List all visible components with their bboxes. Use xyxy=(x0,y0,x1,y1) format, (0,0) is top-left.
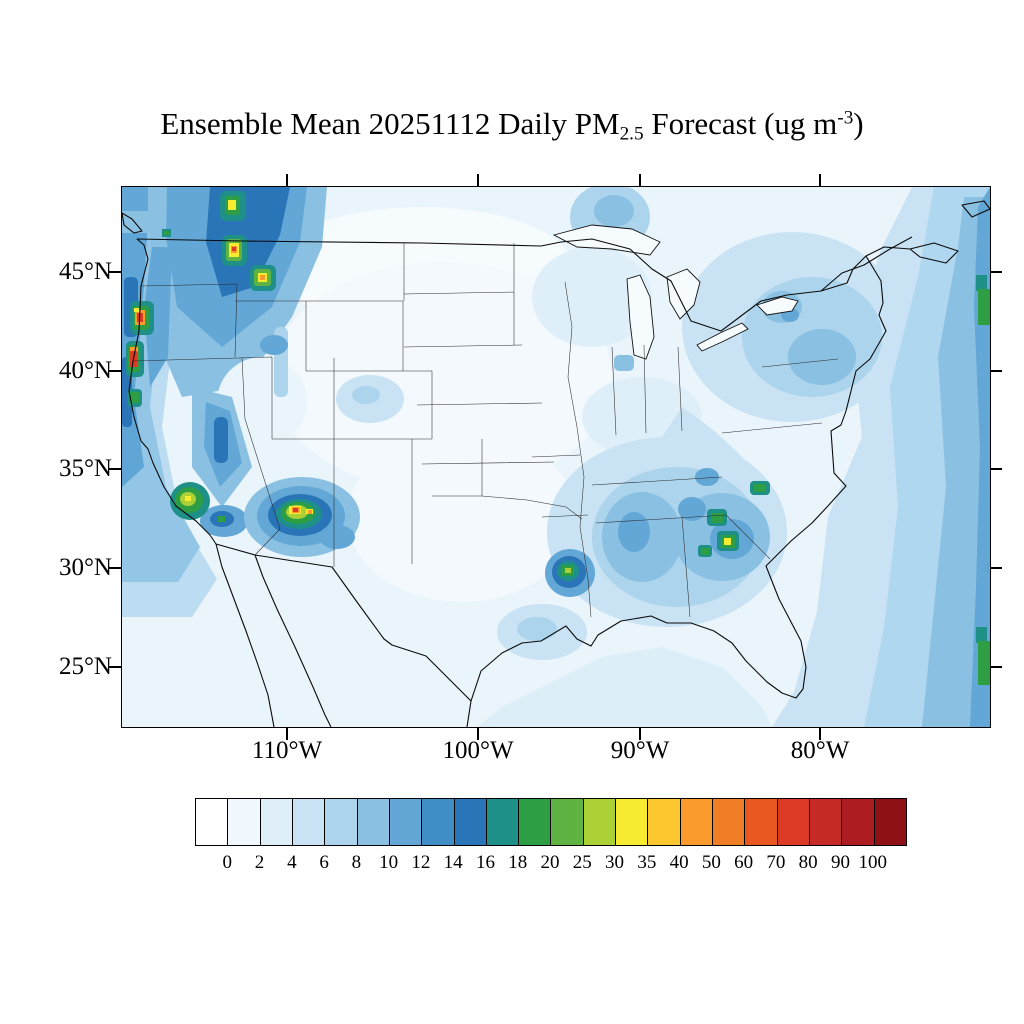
colorbar-cell xyxy=(809,799,843,845)
colorbar xyxy=(195,798,907,846)
lat-label-30n: 30°N xyxy=(58,554,112,581)
colorbar-cell xyxy=(260,799,293,845)
colorbar-label: 2 xyxy=(254,852,265,873)
axis-tick xyxy=(990,567,1002,569)
colorbar-cell xyxy=(551,799,584,845)
colorbar-cell xyxy=(422,799,455,845)
axis-tick xyxy=(990,666,1002,668)
colorbar-cell xyxy=(745,799,778,845)
gulf-field xyxy=(477,647,772,727)
colorbar-label: 16 xyxy=(475,852,495,873)
colorbar-label: 25 xyxy=(572,852,592,873)
axis-tick xyxy=(286,728,288,740)
colorbar-cell xyxy=(228,799,261,845)
axis-tick xyxy=(477,174,479,186)
title-pm-subscript: 2.5 xyxy=(619,123,644,145)
axis-tick xyxy=(109,666,121,668)
colorbar-cell xyxy=(357,799,390,845)
map-frame xyxy=(121,186,991,728)
atlantic-ocean-field xyxy=(772,187,990,727)
colorbar-label: 50 xyxy=(701,852,721,873)
axis-tick xyxy=(819,728,821,740)
hotspot-arizona xyxy=(244,477,360,557)
lat-label-40n: 40°N xyxy=(58,357,112,384)
hotspot-louisiana xyxy=(545,549,595,597)
colorbar-cell xyxy=(777,799,810,845)
colorbar-cell xyxy=(680,799,713,845)
colorbar-label: 60 xyxy=(734,852,754,873)
page-title: Ensemble Mean 20251112 Daily PM2.5 Forec… xyxy=(0,106,1024,145)
colorbar-label: 30 xyxy=(605,852,625,873)
hotspot-central-valley xyxy=(170,482,225,522)
hotspot-idaho-montana xyxy=(162,191,276,291)
colorbar-cell xyxy=(196,799,229,845)
colorbar-cell xyxy=(325,799,358,845)
colorbar-label: 40 xyxy=(669,852,689,873)
title-suffix: ) xyxy=(853,106,864,141)
state-borders xyxy=(132,243,839,618)
regional-fields xyxy=(144,187,902,660)
lon-label-80w: 80°W xyxy=(790,737,850,764)
colorbar-label: 0 xyxy=(222,852,233,873)
title-prefix: Ensemble Mean 20251112 Daily PM xyxy=(160,106,620,141)
axis-tick xyxy=(109,370,121,372)
colorbar-label: 10 xyxy=(379,852,399,873)
axis-tick xyxy=(109,271,121,273)
colorbar-label: 14 xyxy=(443,852,463,873)
conus-map-svg xyxy=(122,187,990,727)
colorbar-label: 12 xyxy=(411,852,431,873)
colorbar-cell xyxy=(616,799,649,845)
us-outline xyxy=(122,200,990,727)
lon-label-110w: 110°W xyxy=(251,737,323,764)
lat-label-35n: 35°N xyxy=(58,455,112,482)
colorbar-label: 100 xyxy=(858,852,887,873)
colorbar-cell xyxy=(519,799,552,845)
axis-tick xyxy=(639,174,641,186)
lon-label-90w: 90°W xyxy=(610,737,670,764)
colorbar-label: 80 xyxy=(798,852,818,873)
axis-tick xyxy=(990,271,1002,273)
hotspot-oregon-coast xyxy=(126,301,154,407)
axis-tick xyxy=(990,370,1002,372)
title-mid: Forecast (ug m xyxy=(643,106,838,141)
colorbar-cell xyxy=(713,799,746,845)
lon-label-100w: 100°W xyxy=(442,737,514,764)
colorbar-label: 90 xyxy=(830,852,850,873)
axis-tick xyxy=(990,468,1002,470)
colorbar-label: 4 xyxy=(287,852,297,873)
great-lakes xyxy=(552,224,799,360)
title-exponent-superscript: -3 xyxy=(837,107,854,129)
axis-tick xyxy=(109,567,121,569)
colorbar-cell xyxy=(874,799,906,845)
colorbar-label: 35 xyxy=(637,852,657,873)
colorbar-cell xyxy=(648,799,681,845)
colorbar-label: 70 xyxy=(766,852,786,873)
axis-tick xyxy=(477,728,479,740)
colorbar-cell xyxy=(389,799,423,845)
lat-label-25n: 25°N xyxy=(58,653,112,680)
colorbar-cell xyxy=(454,799,487,845)
lat-label-45n: 45°N xyxy=(58,258,112,285)
axis-tick xyxy=(109,468,121,470)
colorbar-label: 6 xyxy=(319,852,329,873)
colorbar-cell xyxy=(292,799,326,845)
colorbar-label: 8 xyxy=(351,852,362,873)
colorbar-label: 20 xyxy=(540,852,560,873)
colorbar-cell xyxy=(486,799,520,845)
hotspot-georgia-carolinas xyxy=(698,481,770,557)
axis-tick xyxy=(286,174,288,186)
axis-tick xyxy=(639,728,641,740)
colorbar-cell xyxy=(583,799,617,845)
colorbar-labels: 0 2 4 6 8 10 12 14 16 18 20 25 30 35 40 50 60 70 80 90 100 xyxy=(195,852,905,878)
colorbar-label: 18 xyxy=(508,852,528,873)
colorbar-cell xyxy=(842,799,875,845)
axis-tick xyxy=(819,174,821,186)
